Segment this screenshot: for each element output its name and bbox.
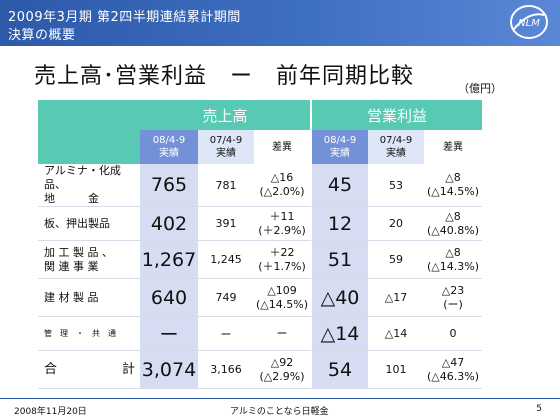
slide-header: 2009年3月期 第2四半期連結累計期間 決算の概要 NLM bbox=[0, 0, 560, 46]
sales-diff: △92 (△2.9%) bbox=[254, 351, 310, 389]
logo-text: NLM bbox=[518, 18, 540, 29]
profit-prev: △17 bbox=[368, 279, 424, 317]
sales-prev: 391 bbox=[198, 207, 254, 241]
row-label: 加 工 製 品 、関 連 事 業 bbox=[38, 241, 140, 279]
table-row: 管 理 ・ 共 通 ー ー ー △14 △14 0 bbox=[38, 317, 482, 351]
page-title: 売上高･営業利益 ー 前年同期比較 bbox=[34, 64, 415, 89]
group-header-profit: 営業利益 bbox=[310, 100, 482, 130]
profit-prev: 101 bbox=[368, 351, 424, 389]
row-label: 板、押出製品 bbox=[38, 207, 140, 241]
comparison-table: 売上高 営業利益 08/4-9 実績 07/4-9 実績 差異 08/4-9 実績 0… bbox=[38, 100, 482, 389]
sales-prev: 749 bbox=[198, 279, 254, 317]
header-corner-lower bbox=[38, 130, 140, 164]
sales-actual: 402 bbox=[140, 207, 198, 241]
col-header-actual-profit: 08/4-9 実績 bbox=[310, 130, 368, 164]
unit-label: （億円） bbox=[458, 82, 502, 95]
table-row: アルミナ・化成品、地 金 765 781 △16 (△2.0%) 45 53 △8… bbox=[38, 164, 482, 207]
sales-actual: 3,074 bbox=[140, 351, 198, 389]
header-period: 2009年3月期 第2四半期連結累計期間 bbox=[8, 10, 241, 25]
profit-diff: △8 (△14.5%) bbox=[424, 164, 482, 207]
table-row: 建 材 製 品 640 749 △109 (△14.5%) △40 △17 △23… bbox=[38, 279, 482, 317]
profit-diff: 0 bbox=[424, 317, 482, 351]
profit-actual: △40 bbox=[310, 279, 368, 317]
sales-actual: 765 bbox=[140, 164, 198, 207]
header-subtitle: 決算の概要 bbox=[8, 28, 76, 43]
col-header-prev-sales: 07/4-9 実績 bbox=[198, 130, 254, 164]
row-label: 管 理 ・ 共 通 bbox=[38, 317, 140, 351]
profit-diff: △23 (ー) bbox=[424, 279, 482, 317]
profit-diff: △8 (△14.3%) bbox=[424, 241, 482, 279]
profit-actual: △14 bbox=[310, 317, 368, 351]
sales-prev: 3,166 bbox=[198, 351, 254, 389]
profit-diff: △47 (△46.3%) bbox=[424, 351, 482, 389]
sales-actual: 640 bbox=[140, 279, 198, 317]
table-row: 板、押出製品 402 391 ＋11 (＋2.9%) 12 20 △8 (△40.8… bbox=[38, 207, 482, 241]
profit-prev: 20 bbox=[368, 207, 424, 241]
company-logo-icon: NLM bbox=[510, 5, 548, 39]
footer-date: 2008年11月20日 bbox=[14, 407, 87, 417]
group-header-sales: 売上高 bbox=[140, 100, 310, 130]
col-header-prev-profit: 07/4-9 実績 bbox=[368, 130, 424, 164]
sales-diff: ＋11 (＋2.9%) bbox=[254, 207, 310, 241]
row-label: 合 計 bbox=[38, 351, 140, 389]
profit-prev: 53 bbox=[368, 164, 424, 207]
sales-prev: ー bbox=[198, 317, 254, 351]
profit-actual: 51 bbox=[310, 241, 368, 279]
sales-diff: ＋22 (＋1.7%) bbox=[254, 241, 310, 279]
header-corner bbox=[38, 100, 140, 130]
footer-slogan: アルミのことなら日軽金 bbox=[230, 407, 329, 417]
sales-diff: △109 (△14.5%) bbox=[254, 279, 310, 317]
footer-divider bbox=[0, 398, 560, 399]
table-row: 加 工 製 品 、関 連 事 業 1,267 1,245 ＋22 (＋1.7%) … bbox=[38, 241, 482, 279]
row-label: 建 材 製 品 bbox=[38, 279, 140, 317]
profit-actual: 54 bbox=[310, 351, 368, 389]
sales-actual: 1,267 bbox=[140, 241, 198, 279]
sales-diff: △16 (△2.0%) bbox=[254, 164, 310, 207]
col-header-diff-profit: 差異 bbox=[424, 130, 482, 164]
sales-diff: ー bbox=[254, 317, 310, 351]
page-number: 5 bbox=[536, 404, 542, 414]
profit-diff: △8 (△40.8%) bbox=[424, 207, 482, 241]
profit-actual: 45 bbox=[310, 164, 368, 207]
profit-prev: △14 bbox=[368, 317, 424, 351]
col-header-actual-sales: 08/4-9 実績 bbox=[140, 130, 198, 164]
profit-actual: 12 bbox=[310, 207, 368, 241]
sales-actual: ー bbox=[140, 317, 198, 351]
table-row-total: 合 計 3,074 3,166 △92 (△2.9%) 54 101 △47 (△4… bbox=[38, 351, 482, 389]
row-label: アルミナ・化成品、地 金 bbox=[38, 164, 140, 207]
profit-prev: 59 bbox=[368, 241, 424, 279]
sales-prev: 781 bbox=[198, 164, 254, 207]
col-header-diff-sales: 差異 bbox=[254, 130, 310, 164]
sales-prev: 1,245 bbox=[198, 241, 254, 279]
